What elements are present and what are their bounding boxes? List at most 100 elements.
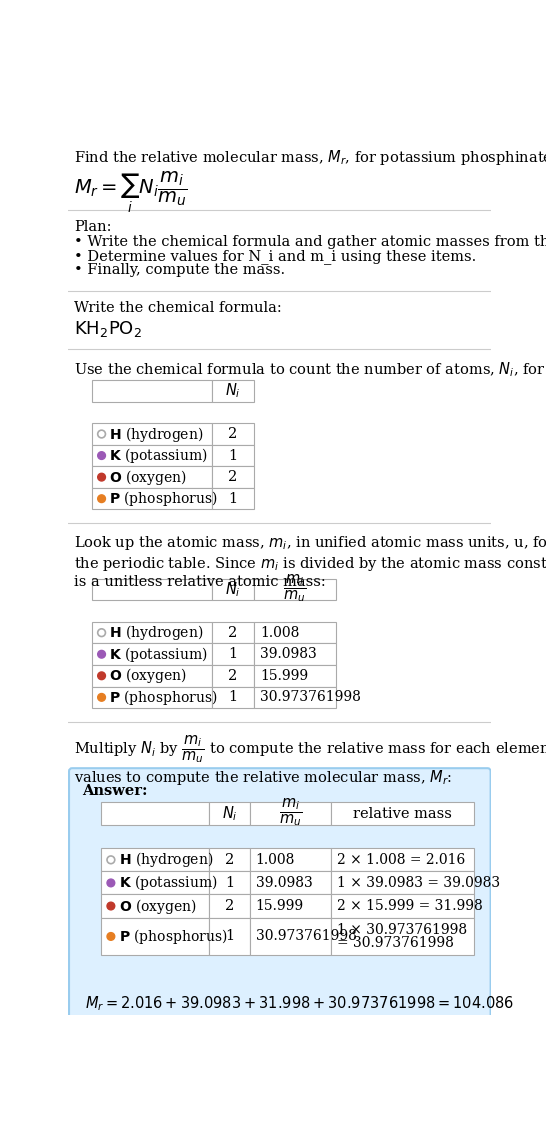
Text: $\dfrac{m_i}{m_u}$: $\dfrac{m_i}{m_u}$ — [283, 572, 306, 604]
Bar — [212, 622, 254, 643]
Text: 1: 1 — [228, 491, 238, 506]
Text: 1: 1 — [228, 691, 238, 705]
Bar — [254, 579, 336, 601]
Bar — [92, 488, 212, 510]
Circle shape — [98, 495, 105, 503]
Bar — [331, 848, 474, 871]
Text: 2 × 1.008 = 2.016: 2 × 1.008 = 2.016 — [337, 853, 465, 866]
Bar — [331, 871, 474, 895]
Circle shape — [107, 933, 115, 940]
Text: • Write the chemical formula and gather atomic masses from the periodic table.: • Write the chemical formula and gather … — [74, 235, 546, 250]
Text: 39.0983: 39.0983 — [256, 876, 312, 890]
Bar — [212, 488, 254, 510]
Bar — [209, 848, 250, 871]
Bar — [92, 380, 212, 401]
Text: $M_r = 2.016 + 39.0983 + 31.998 + 30.973761998 = 104.086$: $M_r = 2.016 + 39.0983 + 31.998 + 30.973… — [85, 994, 514, 1013]
Text: $\mathbf{H}$ (hydrogen): $\mathbf{H}$ (hydrogen) — [109, 424, 204, 443]
Bar — [250, 848, 331, 871]
Bar — [101, 803, 209, 825]
Text: 1 × 30.973761998: 1 × 30.973761998 — [337, 923, 467, 937]
Text: $N_i$: $N_i$ — [225, 580, 241, 598]
Text: $\mathbf{K}$ (potassium): $\mathbf{K}$ (potassium) — [118, 873, 217, 893]
Bar — [250, 871, 331, 895]
Text: $N_i$: $N_i$ — [222, 805, 238, 823]
Text: 2: 2 — [228, 470, 238, 484]
Text: 1 × 39.0983 = 39.0983: 1 × 39.0983 = 39.0983 — [337, 876, 500, 890]
Text: $N_i$: $N_i$ — [225, 382, 241, 400]
Bar — [92, 579, 212, 601]
Text: Find the relative molecular mass, $M_r$, for potassium phosphinate:: Find the relative molecular mass, $M_r$,… — [74, 148, 546, 168]
Bar — [212, 686, 254, 708]
Text: $\mathbf{P}$ (phosphorus): $\mathbf{P}$ (phosphorus) — [109, 687, 218, 707]
Text: 2: 2 — [225, 899, 234, 913]
Text: $M_r = \sum_i N_i\dfrac{m_i}{m_u}$: $M_r = \sum_i N_i\dfrac{m_i}{m_u}$ — [74, 169, 188, 214]
Bar — [331, 803, 474, 825]
Bar — [212, 466, 254, 488]
Text: • Determine values for N_i and m_i using these items.: • Determine values for N_i and m_i using… — [74, 250, 477, 264]
Text: = 30.973761998: = 30.973761998 — [337, 936, 454, 950]
Text: relative mass: relative mass — [353, 807, 452, 821]
Bar — [101, 895, 209, 918]
Bar — [254, 643, 336, 665]
Bar — [209, 871, 250, 895]
Text: 39.0983: 39.0983 — [260, 648, 317, 661]
Circle shape — [107, 902, 115, 910]
Bar — [331, 918, 474, 955]
Bar — [250, 895, 331, 918]
Text: $\mathbf{K}$ (potassium): $\mathbf{K}$ (potassium) — [109, 446, 208, 465]
Bar — [254, 665, 336, 686]
Text: Use the chemical formula to count the number of atoms, $N_i$, for each element:: Use the chemical formula to count the nu… — [74, 360, 546, 378]
Bar — [101, 871, 209, 895]
Bar — [331, 895, 474, 918]
Text: $\dfrac{m_i}{m_u}$: $\dfrac{m_i}{m_u}$ — [278, 796, 302, 828]
Bar — [212, 380, 254, 401]
Bar — [254, 686, 336, 708]
Bar — [254, 622, 336, 643]
Bar — [92, 445, 212, 466]
Bar — [212, 579, 254, 601]
Text: Look up the atomic mass, $m_i$, in unified atomic mass units, u, for each elemen: Look up the atomic mass, $m_i$, in unifi… — [74, 535, 546, 589]
Text: 2: 2 — [228, 669, 238, 683]
Text: $\mathbf{O}$ (oxygen): $\mathbf{O}$ (oxygen) — [109, 666, 187, 685]
FancyBboxPatch shape — [69, 768, 491, 1020]
Text: 1: 1 — [225, 876, 234, 890]
Bar — [250, 918, 331, 955]
Text: $\mathbf{H}$ (hydrogen): $\mathbf{H}$ (hydrogen) — [109, 624, 204, 642]
Bar — [209, 803, 250, 825]
Circle shape — [107, 879, 115, 887]
Text: 2: 2 — [228, 626, 238, 640]
Text: $\rm KH_2PO_2$: $\rm KH_2PO_2$ — [74, 318, 143, 339]
Bar — [212, 423, 254, 445]
Text: • Finally, compute the mass.: • Finally, compute the mass. — [74, 263, 286, 277]
Circle shape — [98, 473, 105, 481]
Text: 15.999: 15.999 — [256, 899, 304, 913]
Bar — [209, 895, 250, 918]
Bar — [92, 466, 212, 488]
Text: $\mathbf{P}$ (phosphorus): $\mathbf{P}$ (phosphorus) — [109, 489, 218, 508]
Bar — [250, 803, 331, 825]
Text: Write the chemical formula:: Write the chemical formula: — [74, 301, 282, 315]
Text: 2: 2 — [225, 853, 234, 866]
Text: $\mathbf{K}$ (potassium): $\mathbf{K}$ (potassium) — [109, 645, 208, 663]
Text: 30.973761998: 30.973761998 — [256, 929, 357, 944]
Text: 30.973761998: 30.973761998 — [260, 691, 361, 705]
Text: $\mathbf{O}$ (oxygen): $\mathbf{O}$ (oxygen) — [109, 467, 187, 487]
Text: 15.999: 15.999 — [260, 669, 308, 683]
Text: $\mathbf{O}$ (oxygen): $\mathbf{O}$ (oxygen) — [118, 896, 197, 915]
Circle shape — [98, 651, 105, 658]
Text: Multiply $N_i$ by $\dfrac{m_i}{m_u}$ to compute the relative mass for each eleme: Multiply $N_i$ by $\dfrac{m_i}{m_u}$ to … — [74, 733, 546, 787]
Text: 1.008: 1.008 — [256, 853, 295, 866]
Text: $\mathbf{H}$ (hydrogen): $\mathbf{H}$ (hydrogen) — [118, 850, 213, 870]
Text: Answer:: Answer: — [82, 783, 148, 798]
Circle shape — [98, 671, 105, 679]
Bar — [92, 423, 212, 445]
Bar — [92, 686, 212, 708]
Text: 2 × 15.999 = 31.998: 2 × 15.999 = 31.998 — [337, 899, 483, 913]
Bar — [92, 622, 212, 643]
Text: 1.008: 1.008 — [260, 626, 300, 640]
Bar — [212, 665, 254, 686]
Text: Plan:: Plan: — [74, 220, 112, 234]
Text: 2: 2 — [228, 428, 238, 441]
Text: 1: 1 — [225, 929, 234, 944]
Bar — [209, 918, 250, 955]
